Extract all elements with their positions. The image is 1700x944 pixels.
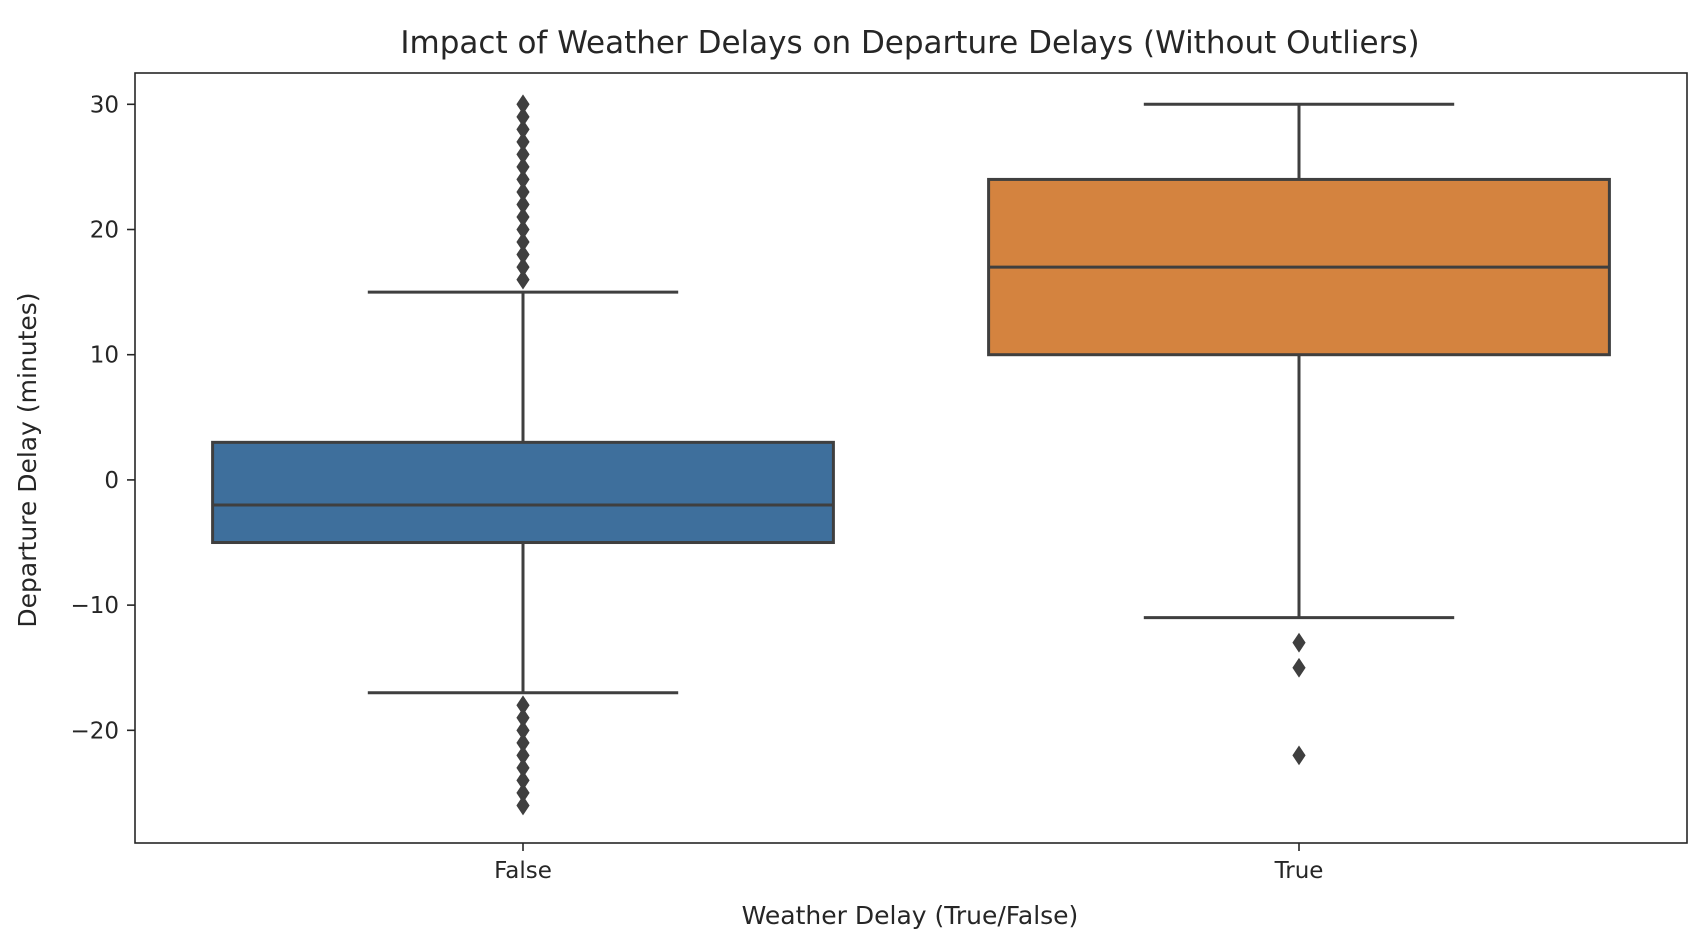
outlier-point xyxy=(516,144,530,165)
box-group-true xyxy=(987,102,1611,766)
outlier-point xyxy=(1292,657,1306,678)
outlier-point xyxy=(516,119,530,140)
y-tick-label: 0 xyxy=(104,468,119,494)
outlier-point xyxy=(516,795,530,816)
box-group-false xyxy=(211,94,835,816)
outlier-point xyxy=(516,131,530,152)
outlier-point xyxy=(516,269,530,290)
x-tick-label: True xyxy=(1274,858,1324,884)
outlier-point xyxy=(516,232,530,252)
plot-area xyxy=(211,94,1611,816)
x-tick-label: False xyxy=(494,858,552,884)
y-tick-label: −10 xyxy=(70,593,119,619)
outlier-point xyxy=(516,194,530,215)
outlier-point xyxy=(516,169,530,190)
outlier-point xyxy=(516,207,530,227)
x-axis-title: Weather Delay (True/False) xyxy=(742,901,1079,930)
box-false xyxy=(211,440,835,545)
plot-frame xyxy=(134,72,1688,844)
outlier-point xyxy=(516,244,530,265)
outlier-point xyxy=(516,182,530,202)
y-tick-label: 30 xyxy=(90,92,119,118)
outlier-point xyxy=(516,257,530,277)
axes: 30 20 10 0 −10 −20 False True xyxy=(70,92,1323,884)
outlier-point xyxy=(516,219,530,240)
outlier-point xyxy=(516,157,530,177)
y-tick-label: 20 xyxy=(90,218,119,244)
outlier-point xyxy=(1292,632,1306,653)
y-tick-label: −20 xyxy=(70,718,119,744)
chart-title: Impact of Weather Delays on Departure De… xyxy=(400,25,1419,61)
y-axis-title: Departure Delay (minutes) xyxy=(13,292,42,627)
outlier-point xyxy=(516,94,530,115)
outlier-point xyxy=(516,106,530,127)
y-tick-label: 10 xyxy=(90,343,119,369)
outlier-point xyxy=(1292,745,1306,766)
